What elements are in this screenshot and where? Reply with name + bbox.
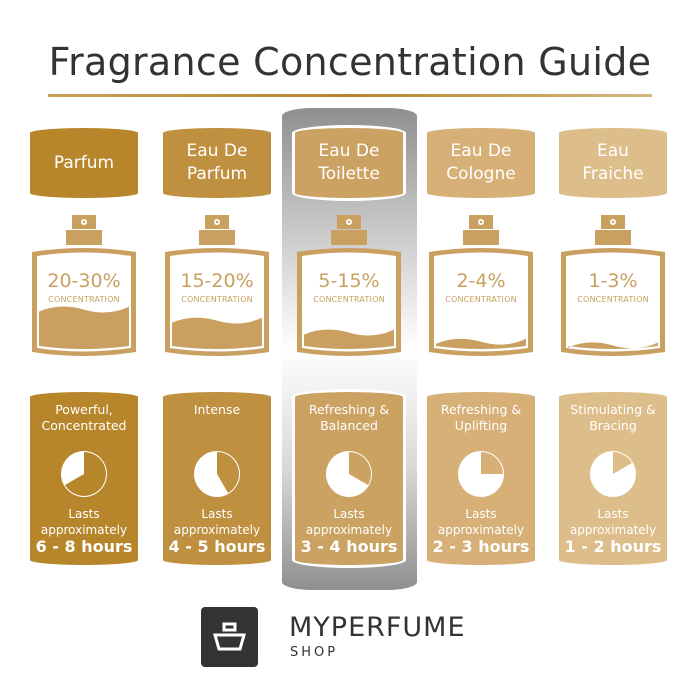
type-name-line: Fraiche [582,164,644,184]
type-name-line: Eau [597,141,629,161]
lasts-label: Lasts [597,507,629,521]
type-name-line: Cologne [446,164,516,184]
concentration-label: CONCENTRATION [181,295,253,304]
clock-pie-wedge [481,452,503,474]
perfume-bottle-icon [429,215,533,356]
concentration-label: CONCENTRATION [48,295,120,304]
description-line: Uplifting [454,418,508,433]
concentration-label: CONCENTRATION [313,295,385,304]
type-header: Eau De Cologne [427,128,535,198]
type-header: Eau Fraiche [559,128,667,198]
description-line: Bracing [589,418,637,433]
type-name-line: Parfum [186,164,248,184]
type-name-line: Eau De [450,141,512,161]
concentration-percent: 15-20% [180,270,254,292]
concentration-percent: 2-4% [456,270,506,292]
duration: 1 - 2 hours [564,537,662,556]
approximately-label: approximately [305,523,393,537]
type-header: Eau De Parfum [163,128,271,198]
brand-subname: SHOP [290,645,339,660]
clock-pie-wedge [613,452,633,474]
description-line: Balanced [320,418,378,433]
liquid-level [436,338,526,349]
column-3: Eau De Cologne 2-4% CONCENTRATION Refresh… [427,0,535,600]
column-1: Eau De Parfum 15-20% CONCENTRATION Intens… [163,0,271,600]
approximately-label: approximately [173,523,261,537]
description-line: Powerful, [55,402,113,417]
clock-pie-icon [326,451,372,497]
clock-pie-icon [61,451,107,497]
description-line: Refreshing & [440,402,522,417]
brand-name: MYPERFUME [289,612,466,643]
duration: 2 - 3 hours [432,537,530,556]
clock-pie-wedge [217,452,239,494]
brand-logo [201,607,258,667]
clock-pie-icon [590,451,636,497]
liquid-level [39,306,129,349]
perfume-bottle-logo-icon [213,622,246,651]
perfume-bottle-icon [297,215,401,356]
liquid-level [172,317,262,349]
type-name-line: Eau De [186,141,248,161]
approximately-label: approximately [437,523,525,537]
longevity-card: Intense Lasts approximately 4 - 5 hours [163,392,271,565]
description-line: Refreshing & [308,402,390,417]
liquid-level [568,342,658,349]
column-4: Eau Fraiche 1-3% CONCENTRATION Stimulatin… [559,0,667,600]
type-header: Eau De Toilette [292,125,406,201]
perfume-bottle-icon [165,215,269,356]
approximately-label: approximately [40,523,128,537]
type-name-line: Toilette [318,164,380,184]
column-2: Eau De Toilette 5-15% CONCENTRATION Refre… [292,0,406,600]
perfume-bottle-icon [32,215,136,356]
clock-pie-icon [194,451,240,497]
concentration-percent: 1-3% [588,270,638,292]
clock-pie-wedge [64,452,107,496]
approximately-label: approximately [569,523,657,537]
longevity-card: Powerful, Concentrated Lasts approximately… [30,392,138,565]
type-name-line: Parfum [53,152,115,173]
duration: 3 - 4 hours [300,537,398,556]
title-underline [48,94,652,97]
concentration-label: CONCENTRATION [577,295,649,304]
clock-pie-icon [458,451,504,497]
perfume-bottle-icon [561,215,665,356]
type-name-line: Eau De [318,141,380,161]
longevity-card: Refreshing & Uplifting Lasts approximately… [427,392,535,565]
concentration-percent: 20-30% [47,270,121,292]
liquid-level [304,329,394,349]
lasts-label: Lasts [68,507,100,521]
lasts-label: Lasts [201,507,233,521]
description-line: Concentrated [41,418,127,433]
description-line: Intense [193,402,241,417]
description-line: Stimulating & [570,402,656,417]
concentration-label: CONCENTRATION [445,295,517,304]
duration: 4 - 5 hours [168,537,266,556]
type-header: Parfum [30,128,138,198]
lasts-label: Lasts [333,507,365,521]
clock-pie-wedge [349,452,371,485]
lasts-label: Lasts [465,507,497,521]
concentration-percent: 5-15% [318,270,380,292]
column-0: Parfum 20-30% CONCENTRATION Powerful, Con… [30,0,138,600]
longevity-card: Refreshing & Balanced Lasts approximately … [292,389,406,568]
page-title: Fragrance Concentration Guide [48,40,652,84]
duration: 6 - 8 hours [35,537,133,556]
longevity-card: Stimulating & Bracing Lasts approximately … [559,392,667,565]
